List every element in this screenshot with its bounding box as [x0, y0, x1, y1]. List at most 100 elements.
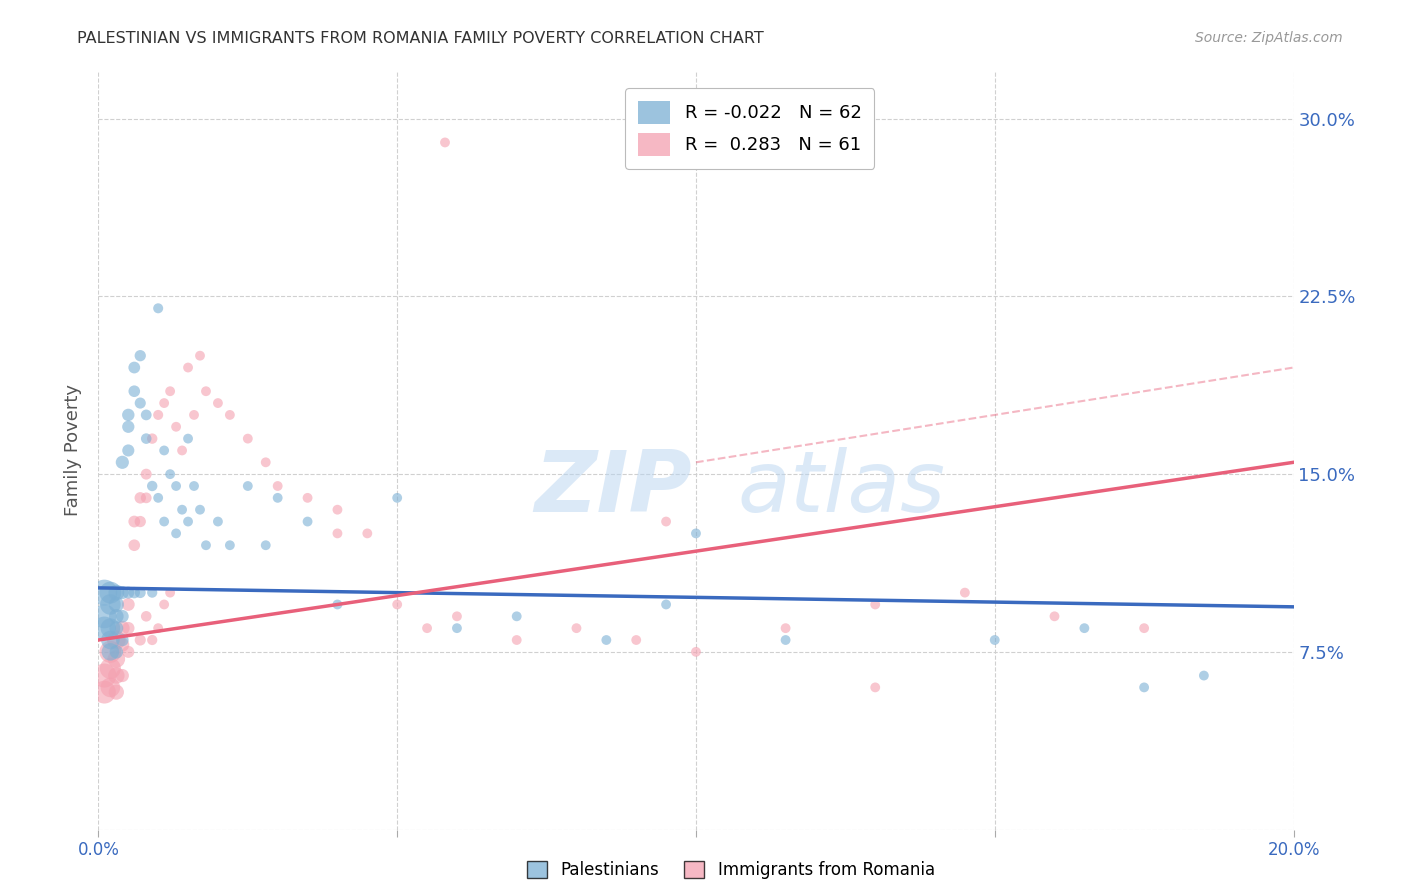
Point — [385, 598, 409, 612]
Point — [148, 491, 170, 505]
Text: Source: ZipAtlas.com: Source: ZipAtlas.com — [1195, 31, 1343, 45]
Point — [129, 515, 152, 529]
Point — [111, 609, 134, 624]
Point — [865, 598, 887, 612]
Point — [236, 479, 259, 493]
Point — [111, 621, 134, 635]
Point — [105, 668, 128, 682]
Point — [183, 408, 205, 422]
Point — [159, 585, 181, 599]
Point — [135, 432, 157, 446]
Point — [98, 585, 122, 599]
Point — [865, 681, 887, 695]
Point — [98, 661, 122, 675]
Point — [141, 585, 163, 599]
Point — [172, 443, 194, 458]
Point — [93, 609, 115, 624]
Point — [326, 598, 349, 612]
Point — [172, 502, 194, 516]
Point — [207, 396, 229, 410]
Point — [165, 419, 187, 434]
Point — [105, 652, 128, 666]
Point — [565, 621, 588, 635]
Point — [207, 515, 229, 529]
Point — [655, 598, 678, 612]
Point — [254, 538, 277, 552]
Point — [124, 585, 146, 599]
Point — [416, 621, 439, 635]
Point — [93, 685, 115, 699]
Point — [195, 384, 218, 399]
Point — [98, 681, 122, 695]
Legend: Palestinians, Immigrants from Romania: Palestinians, Immigrants from Romania — [527, 861, 935, 880]
Point — [117, 419, 139, 434]
Point — [105, 621, 128, 635]
Point — [953, 585, 976, 599]
Point — [1192, 668, 1215, 682]
Point — [124, 384, 146, 399]
Point — [105, 598, 128, 612]
Point — [105, 633, 128, 648]
Point — [506, 609, 529, 624]
Point — [93, 668, 115, 682]
Point — [141, 479, 163, 493]
Point — [93, 585, 115, 599]
Point — [165, 526, 187, 541]
Point — [267, 491, 290, 505]
Point — [98, 621, 122, 635]
Point — [326, 502, 349, 516]
Point — [117, 443, 139, 458]
Point — [111, 633, 134, 648]
Point — [124, 360, 146, 375]
Point — [117, 408, 139, 422]
Point — [135, 609, 157, 624]
Point — [153, 515, 176, 529]
Point — [446, 609, 468, 624]
Point — [385, 491, 409, 505]
Point — [111, 585, 134, 599]
Point — [105, 609, 128, 624]
Point — [141, 633, 163, 648]
Point — [124, 515, 146, 529]
Point — [267, 479, 290, 493]
Point — [188, 349, 211, 363]
Point — [595, 633, 617, 648]
Point — [984, 633, 1007, 648]
Point — [219, 408, 242, 422]
Point — [129, 396, 152, 410]
Point — [135, 467, 157, 482]
Point — [297, 515, 319, 529]
Point — [98, 645, 122, 659]
Point — [148, 408, 170, 422]
Point — [105, 645, 128, 659]
Point — [254, 455, 277, 469]
Point — [446, 621, 468, 635]
Point — [153, 598, 176, 612]
Point — [1133, 621, 1156, 635]
Point — [111, 455, 134, 469]
Legend: R = -0.022   N = 62, R =  0.283   N = 61: R = -0.022 N = 62, R = 0.283 N = 61 — [626, 88, 875, 169]
Point — [159, 384, 181, 399]
Point — [148, 301, 170, 316]
Point — [626, 633, 648, 648]
Point — [135, 408, 157, 422]
Point — [153, 443, 176, 458]
Y-axis label: Family Poverty: Family Poverty — [65, 384, 83, 516]
Point — [219, 538, 242, 552]
Point — [159, 467, 181, 482]
Point — [655, 515, 678, 529]
Point — [195, 538, 218, 552]
Point — [1043, 609, 1066, 624]
Point — [236, 432, 259, 446]
Text: PALESTINIAN VS IMMIGRANTS FROM ROMANIA FAMILY POVERTY CORRELATION CHART: PALESTINIAN VS IMMIGRANTS FROM ROMANIA F… — [77, 31, 763, 46]
Text: atlas: atlas — [738, 447, 946, 530]
Point — [129, 349, 152, 363]
Point — [117, 645, 139, 659]
Point — [98, 633, 122, 648]
Point — [177, 515, 200, 529]
Point — [506, 633, 529, 648]
Point — [685, 645, 707, 659]
Point — [153, 396, 176, 410]
Point — [188, 502, 211, 516]
Point — [775, 633, 797, 648]
